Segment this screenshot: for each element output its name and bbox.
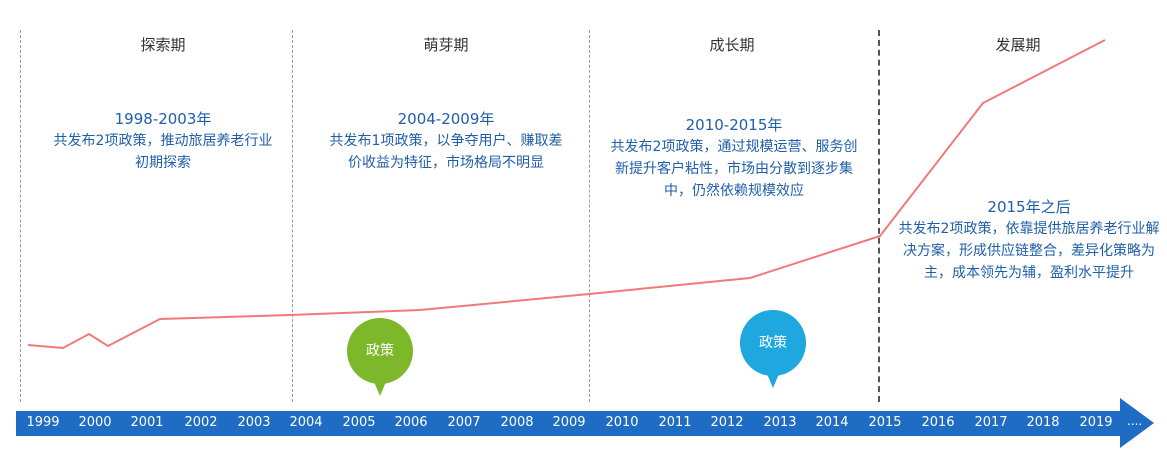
marker-label: 政策 — [366, 343, 394, 359]
marker-bubble — [347, 318, 413, 384]
year-tick: 2005 — [342, 415, 376, 430]
phase-title-budding: 萌芽期 — [423, 36, 469, 54]
phase-divider — [878, 30, 880, 402]
phase-divider — [292, 30, 293, 402]
year-tick: 2008 — [500, 415, 534, 430]
year-tick: 2003 — [237, 415, 271, 430]
phase-desc-budding: 2004-2009年 共发布1项政策，以争夺用户、赚取差价收益为特征，市场格局不… — [326, 108, 566, 174]
year-tick: 2013 — [763, 415, 797, 430]
timeline-arrow-icon — [1120, 398, 1154, 448]
phase-desc-growth: 2010-2015年 共发布2项政策，通过规模运营、服务创新提升客户粘性，市场由… — [604, 114, 864, 202]
year-tick: 2007 — [447, 415, 481, 430]
phase-years: 2004-2009年 — [397, 110, 495, 128]
phase-divider — [20, 30, 21, 402]
year-tick: 2016 — [921, 415, 955, 430]
year-tick: 2001 — [130, 415, 164, 430]
phase-title-growth: 成长期 — [709, 36, 755, 54]
marker-label: 政策 — [759, 335, 787, 351]
year-tick: 2015 — [868, 415, 902, 430]
marker-bubble — [740, 310, 806, 376]
year-tick: 2017 — [974, 415, 1008, 430]
phase-title-development: 发展期 — [995, 36, 1041, 54]
phase-years: 2010-2015年 — [685, 116, 783, 134]
year-tick: 2002 — [184, 415, 218, 430]
phase-desc-development: 2015年之后 共发布2项政策，依靠提供旅居养老行业解决方案，形成供应链整合，差… — [898, 196, 1160, 284]
year-tick: 2010 — [605, 415, 639, 430]
phase-years: 2015年之后 — [987, 198, 1071, 216]
year-tick: 2019 — [1079, 415, 1113, 430]
year-tick: 2018 — [1026, 415, 1060, 430]
timeline-axis-bar — [16, 411, 1128, 436]
year-tick: 2000 — [78, 415, 112, 430]
year-tick: 2004 — [289, 415, 323, 430]
year-tick: 2012 — [710, 415, 744, 430]
year-tick: 2011 — [658, 415, 692, 430]
phase-desc-exploration: 1998-2003年 共发布2项政策，推动旅居养老行业初期探索 — [48, 108, 278, 174]
year-tick: 1999 — [26, 415, 60, 430]
phase-summary: 共发布2项政策，依靠提供旅居养老行业解决方案，形成供应链整合，差异化策略为主，成… — [898, 221, 1160, 281]
phase-summary: 共发布2项政策，通过规模运营、服务创新提升客户粘性，市场由分散到逐步集中，仍然依… — [610, 139, 858, 199]
phase-divider — [589, 30, 590, 402]
axis-ellipsis: .... — [1127, 414, 1143, 428]
phase-summary: 共发布2项政策，推动旅居养老行业初期探索 — [53, 133, 273, 171]
phase-years: 1998-2003年 — [114, 110, 212, 128]
year-tick: 2014 — [815, 415, 849, 430]
year-tick: 2006 — [394, 415, 428, 430]
phase-title-exploration: 探索期 — [140, 36, 186, 54]
phase-summary: 共发布1项政策，以争夺用户、赚取差价收益为特征，市场格局不明显 — [329, 133, 563, 171]
year-tick: 2009 — [552, 415, 586, 430]
